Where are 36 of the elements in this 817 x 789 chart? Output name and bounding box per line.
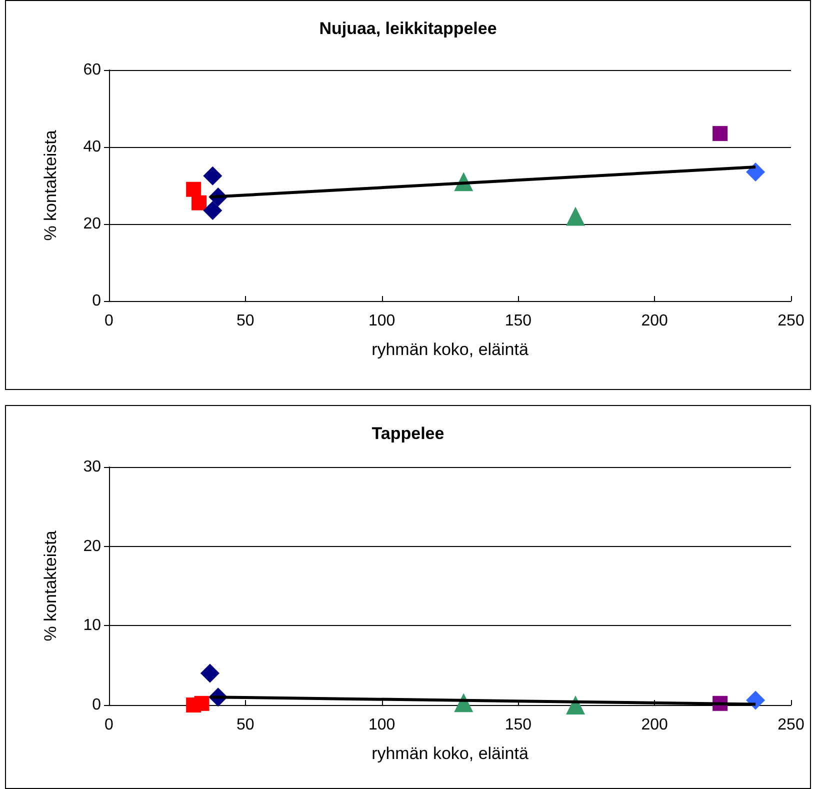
x-axis-title: ryhmän koko, eläintä [372, 340, 529, 359]
y-tick-label: 40 [83, 138, 102, 156]
x-tick-label: 250 [778, 716, 804, 734]
x-tick-label: 200 [641, 716, 668, 734]
point [712, 126, 728, 142]
y-tick-label: 20 [83, 216, 102, 232]
y-axis-title: % kontakteista [41, 130, 60, 241]
y-tick-label: 30 [83, 458, 102, 476]
chart-title: Tappelee [372, 424, 444, 443]
point [203, 166, 222, 186]
y-tick-label: 10 [83, 617, 102, 634]
y-axis-title: % kontakteista [41, 530, 60, 642]
point [194, 696, 210, 711]
y-tick-label: 0 [92, 292, 102, 310]
point [746, 162, 766, 182]
point [566, 206, 585, 226]
x-axis-title: ryhmän koko, eläintä [372, 744, 529, 763]
chart-title: Nujuaa, leikkitappelee [319, 19, 497, 38]
x-tick-label: 100 [368, 312, 396, 330]
y-tick-label: 0 [92, 696, 102, 714]
x-tick-label: 100 [368, 716, 396, 734]
point [746, 690, 766, 710]
point [192, 195, 207, 210]
y-tick-label: 20 [83, 538, 102, 555]
x-tick-label: 150 [504, 312, 532, 330]
x-tick-label: 0 [104, 716, 114, 734]
x-tick-label: 200 [641, 312, 668, 330]
x-tick-label: 0 [104, 312, 114, 330]
point [200, 664, 220, 683]
point [203, 201, 222, 220]
x-tick-label: 150 [504, 716, 532, 734]
x-tick-label: 250 [778, 312, 804, 330]
x-tick-label: 50 [236, 312, 254, 330]
x-tick-label: 50 [236, 716, 254, 734]
point [186, 182, 202, 197]
y-tick-label: 60 [83, 62, 102, 78]
